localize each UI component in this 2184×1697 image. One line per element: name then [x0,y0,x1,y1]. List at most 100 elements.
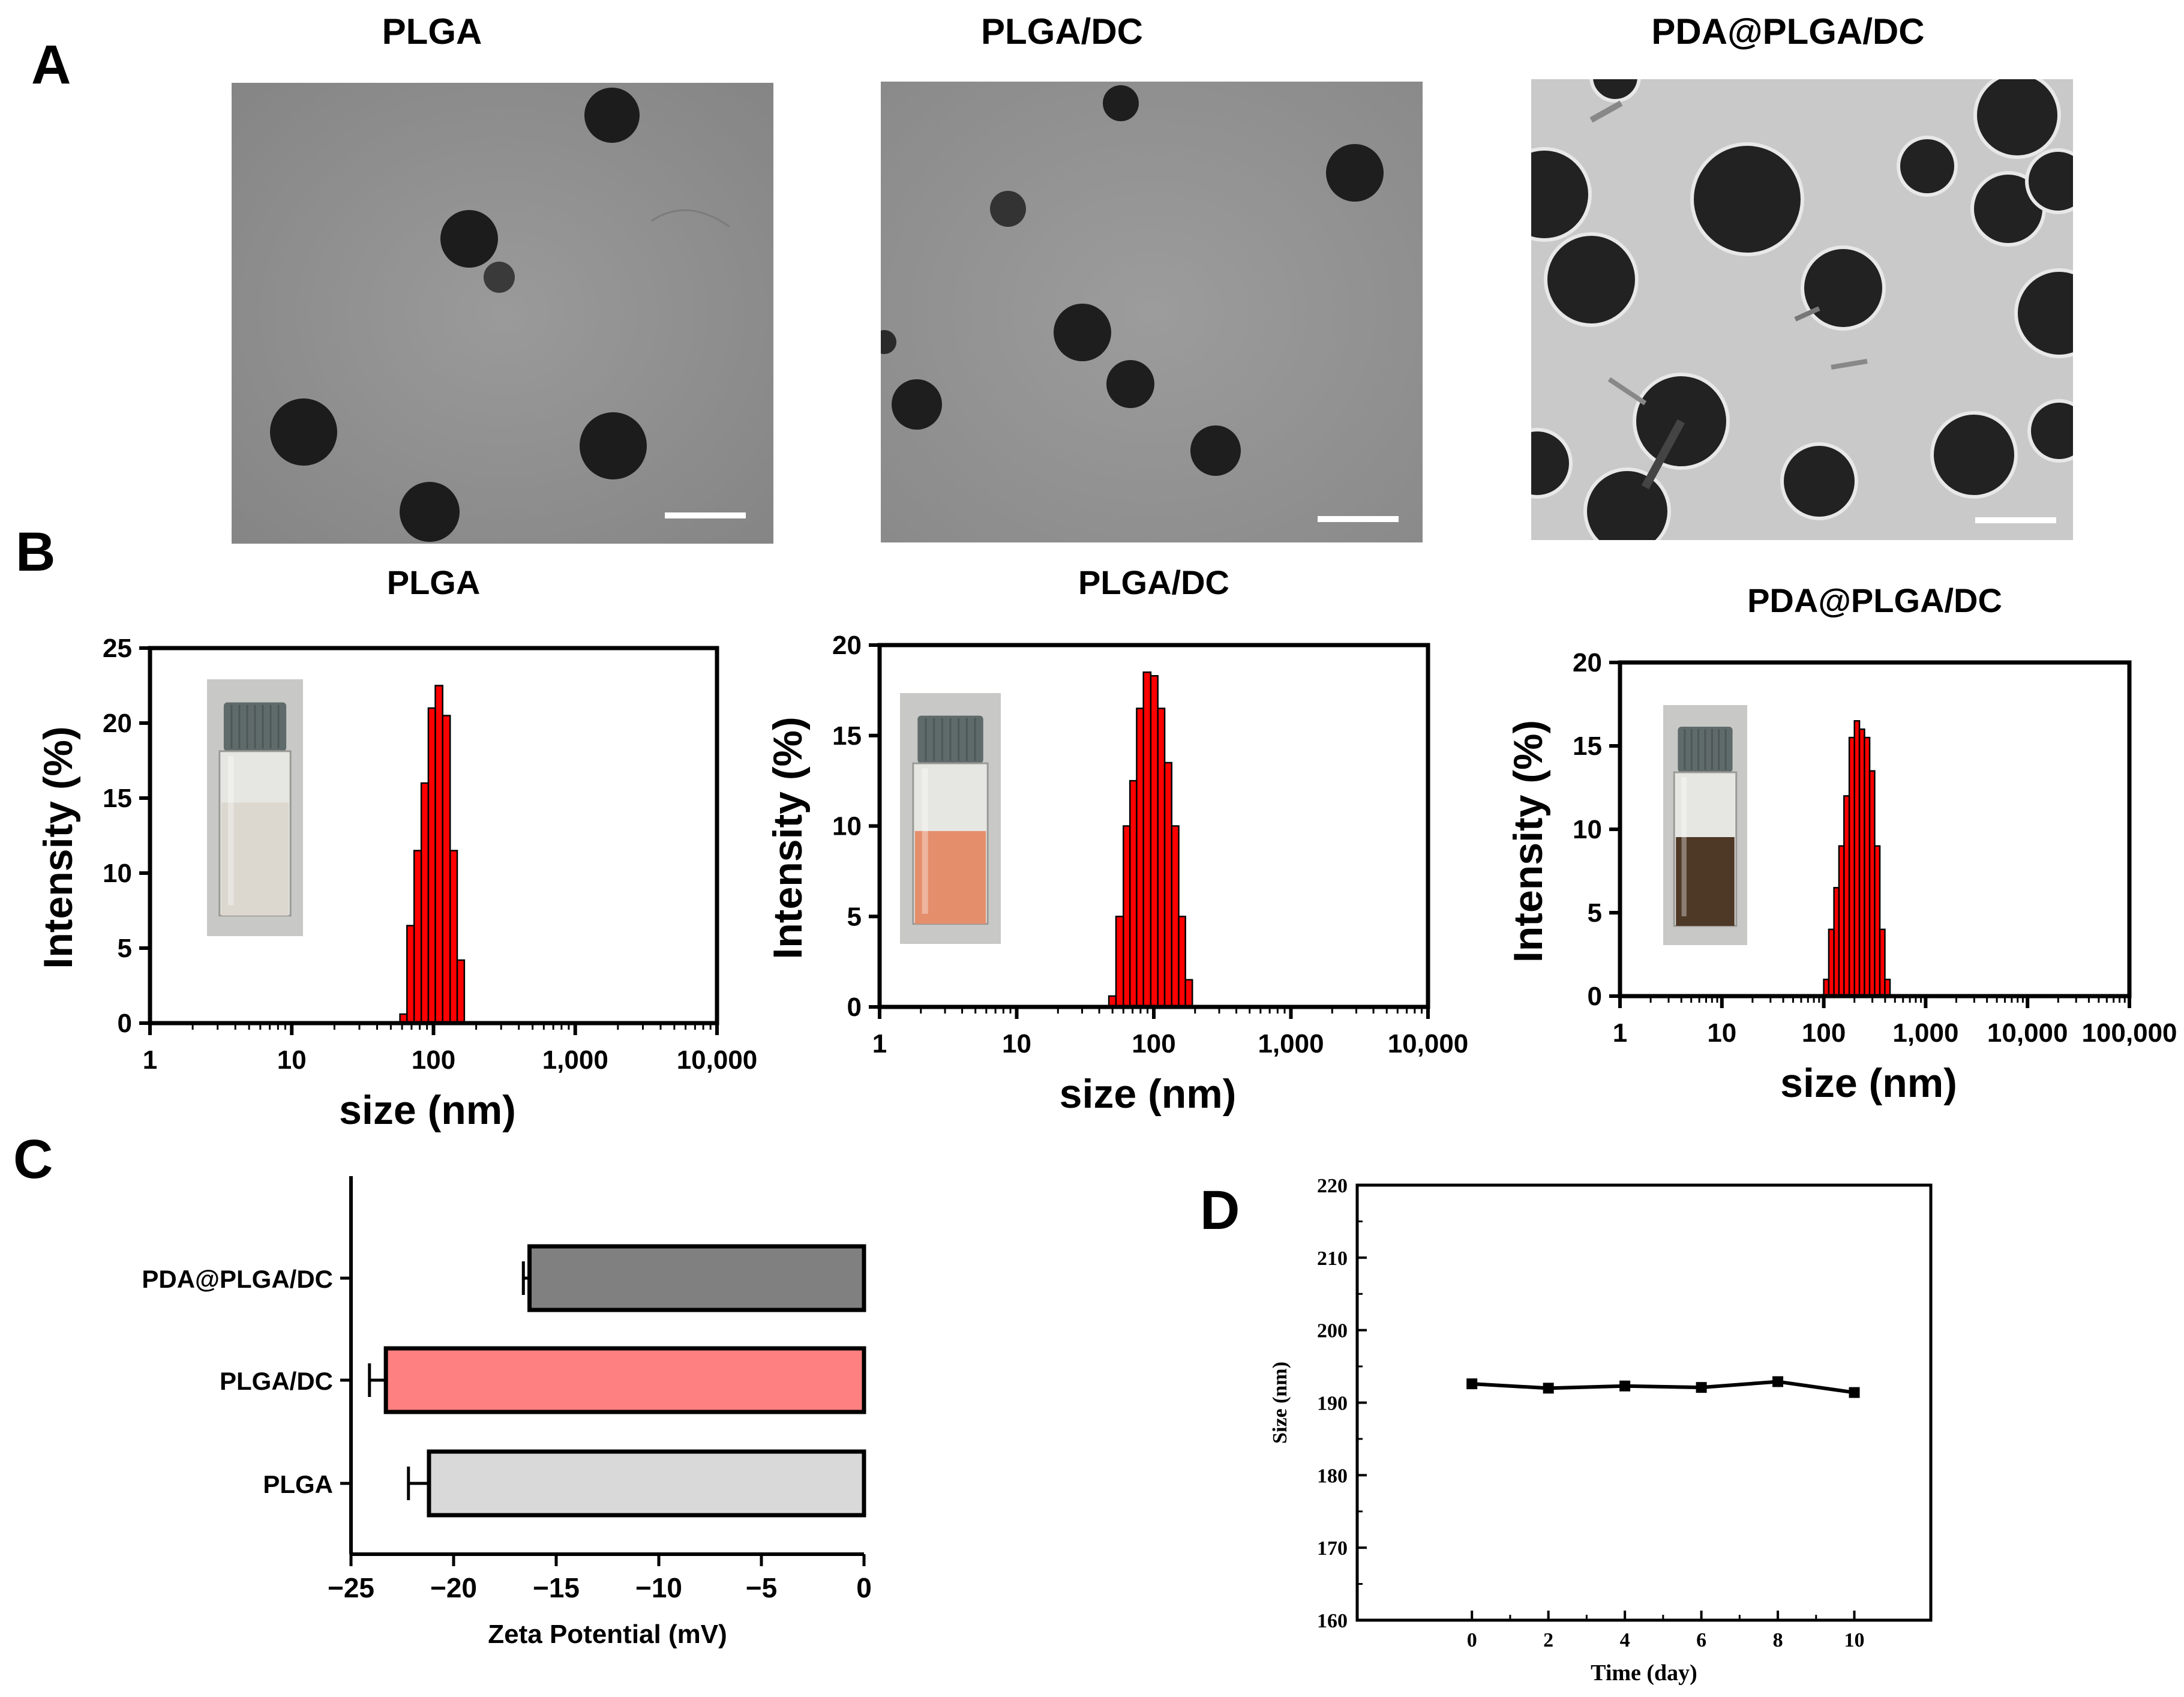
particle [400,482,460,542]
data-point [1466,1378,1478,1390]
tem-image-plga [232,83,773,544]
tem-image-plga-dc [881,82,1423,542]
tem-title-plga-dc: PLGA/DC [981,11,1143,52]
y-tick-label: 200 [1317,1320,1348,1342]
x-tick-label: 1,000 [1892,1018,1958,1048]
x-tick-label: 10,000 [1987,1018,2068,1048]
vial-liquid [221,802,289,916]
histogram-bar [434,685,443,1024]
zeta-bar [527,1244,866,1312]
x-tick-label: 4 [1620,1629,1630,1651]
vial-glare [922,768,928,914]
y-tick-label: 20 [832,631,862,660]
x-tick-label: 0 [1467,1629,1477,1651]
plot-frame [1355,1183,1933,1622]
histogram-bar [1150,675,1159,1008]
histogram-bar [1178,916,1186,1008]
x-axis-label: Zeta Potential (mV) [488,1620,727,1649]
histogram-bar [1868,770,1876,997]
vial-liquid [1676,837,1735,926]
histogram-bar [1843,795,1850,997]
x-tick-label: 10 [1707,1018,1736,1048]
scale-bar [1975,517,2056,523]
histogram-bar [1136,707,1144,1008]
tem-title-pda-plga-dc: PDA@PLGA/DC [1651,11,1925,52]
vial-photo-inset [1663,705,1747,945]
histogram-bar [1171,825,1180,1008]
data-point [1543,1383,1554,1394]
histogram-bar [1874,845,1881,997]
histogram-bar [1115,916,1124,1008]
x-tick-label: 10 [1002,1029,1031,1059]
histogram-bar [1123,825,1131,1008]
y-tick-label: 220 [1317,1175,1348,1197]
x-tick-label: 6 [1696,1629,1706,1651]
x-tick-label: −15 [533,1572,580,1603]
histogram-bar [1858,728,1865,997]
y-axis-label: Intensity (%) [35,726,81,969]
histogram-bar [1884,978,1891,997]
y-tick-label: 210 [1317,1248,1348,1270]
particle [1106,360,1154,408]
x-axis-label: Time (day) [1591,1660,1697,1686]
y-tick-label: 5 [118,934,132,963]
y-axis-label: Size (nm) [1269,1362,1291,1444]
panel-label-c: C [13,1129,53,1190]
x-tick-label: 10 [1844,1629,1865,1651]
scale-bar [1318,516,1399,522]
vial-photo-inset [207,679,303,936]
histogram-bar [1823,978,1830,997]
size-series-line [1472,1380,1855,1395]
histogram-bar [442,715,451,1024]
histogram-bar [1184,979,1193,1008]
x-tick-label: 10,000 [677,1045,758,1075]
histogram-bar [1129,779,1138,1008]
x-axis-label: size (nm) [1780,1060,1957,1106]
zeta-bar [427,1449,866,1518]
x-tick-label: 2 [1543,1629,1553,1651]
tem-image-pda-plga-dc [1531,79,2073,540]
y-tick-label: 10 [103,859,132,888]
histogram-bar [1828,928,1835,997]
y-axis-label: Intensity (%) [1505,720,1551,963]
x-axis-label: size (nm) [1060,1071,1237,1117]
particle [484,262,515,293]
data-point [1619,1380,1631,1392]
x-tick-label: 100,000 [2081,1018,2177,1048]
x-tick-label: 10,000 [1388,1029,1469,1059]
particle [892,379,942,430]
x-tick-label: −5 [746,1572,777,1603]
histogram-bar [1157,707,1166,1008]
histogram-bar [449,850,458,1024]
vial-liquid [914,830,986,924]
histogram-bar [1163,761,1173,1008]
tem-title-plga: PLGA [382,11,482,52]
particle [1190,425,1241,476]
data-point [1696,1382,1707,1393]
y-tick-label: 0 [118,1009,132,1038]
x-axis-label: size (nm) [339,1087,516,1133]
y-tick-label: 190 [1317,1393,1348,1415]
vial-glare [228,756,234,906]
x-tick-label: 1 [143,1045,157,1075]
y-tick-label: 5 [847,902,862,931]
panel-label-a: A [31,34,71,95]
x-tick-label: 8 [1773,1629,1783,1651]
histogram-bar [1879,928,1886,997]
category-label: PLGA/DC [220,1367,333,1395]
histogram-bar [427,707,436,1024]
particle [1326,144,1384,202]
y-tick-label: 25 [103,634,132,663]
histogram-bar [1142,671,1152,1008]
x-tick-label: 1 [1613,1018,1627,1048]
x-tick-label: −25 [328,1572,374,1603]
histogram-bar [1864,736,1871,997]
chart-title: PLGA/DC [1078,563,1229,601]
zeta-bar [383,1346,866,1414]
chart-title: PLGA [387,563,481,601]
y-tick-label: 10 [832,812,862,841]
histogram-bar [406,925,415,1024]
particle [584,88,640,143]
particle [270,398,337,466]
